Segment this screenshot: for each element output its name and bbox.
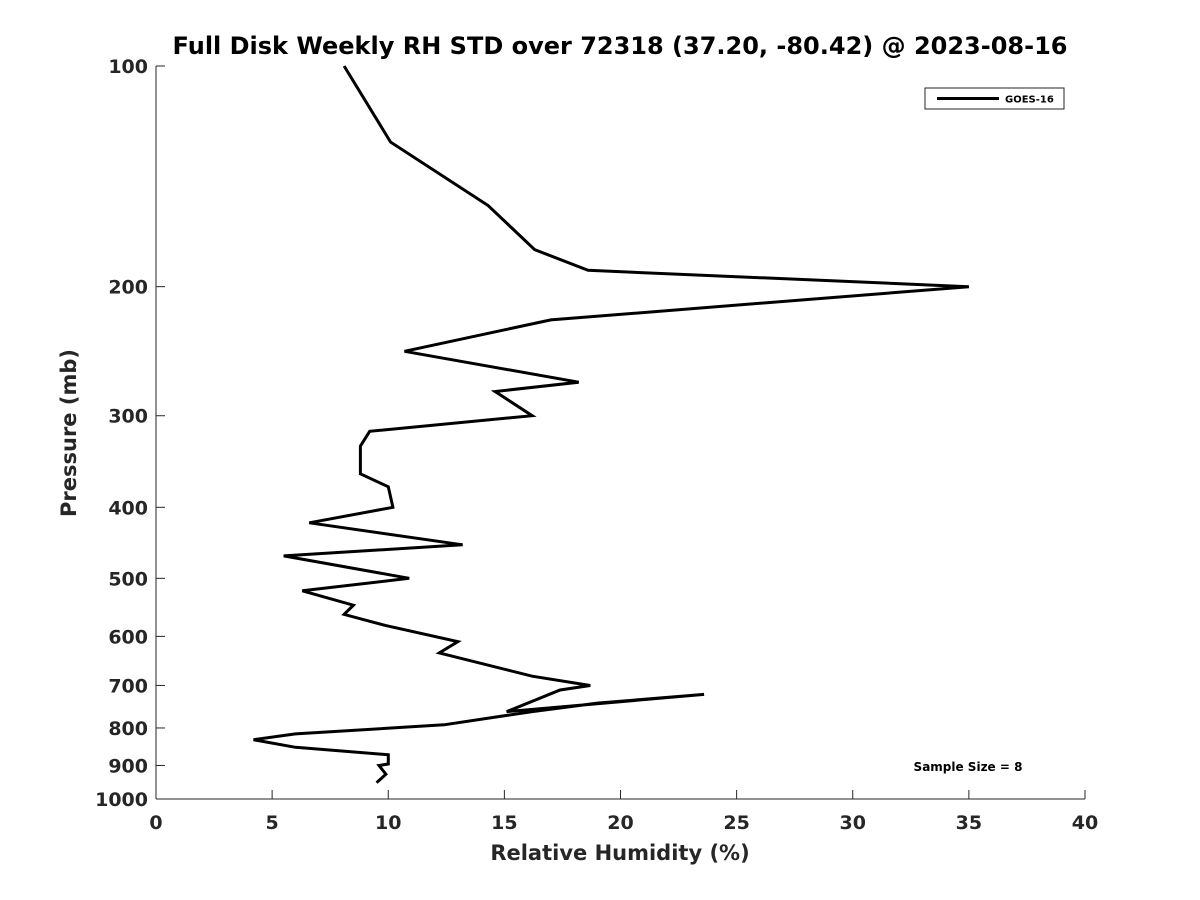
y-tick-label: 200 (108, 277, 148, 299)
x-tick-label: 20 (607, 812, 633, 834)
y-tick-label: 800 (108, 718, 148, 740)
y-axis-label: Pressure (mb) (57, 349, 81, 517)
x-tick-label: 35 (956, 812, 982, 834)
x-tick-label: 0 (149, 812, 162, 834)
x-tick-label: 25 (723, 812, 749, 834)
legend: GOES-16 (924, 87, 1065, 110)
y-tick-label: 600 (108, 626, 148, 648)
y-tick-label: 100 (108, 56, 148, 78)
y-tick-label: 300 (108, 406, 148, 428)
x-axis-ticks: 0 5 10 15 20 25 30 35 40 (149, 790, 1098, 834)
sample-size-annotation: Sample Size = 8 (914, 760, 1023, 774)
y-tick-label: 700 (108, 675, 148, 697)
y-tick-label: 400 (108, 497, 148, 519)
x-tick-label: 40 (1072, 812, 1098, 834)
x-tick-label: 5 (266, 812, 279, 834)
series-line-goes-16 (253, 65, 970, 784)
x-tick-label: 30 (840, 812, 866, 834)
x-tick-label: 10 (375, 812, 401, 834)
x-axis-label: Relative Humidity (%) (490, 841, 749, 865)
y-tick-label: 900 (108, 755, 148, 777)
y-tick-label: 500 (108, 568, 148, 590)
legend-label: GOES-16 (1005, 95, 1054, 106)
x-tick-label: 15 (491, 812, 517, 834)
y-axis-ticks: 100 200 300 400 500 600 700 800 900 1000 (95, 56, 165, 811)
chart-title: Full Disk Weekly RH STD over 72318 (37.2… (173, 32, 1068, 60)
y-tick-label: 1000 (95, 789, 148, 811)
